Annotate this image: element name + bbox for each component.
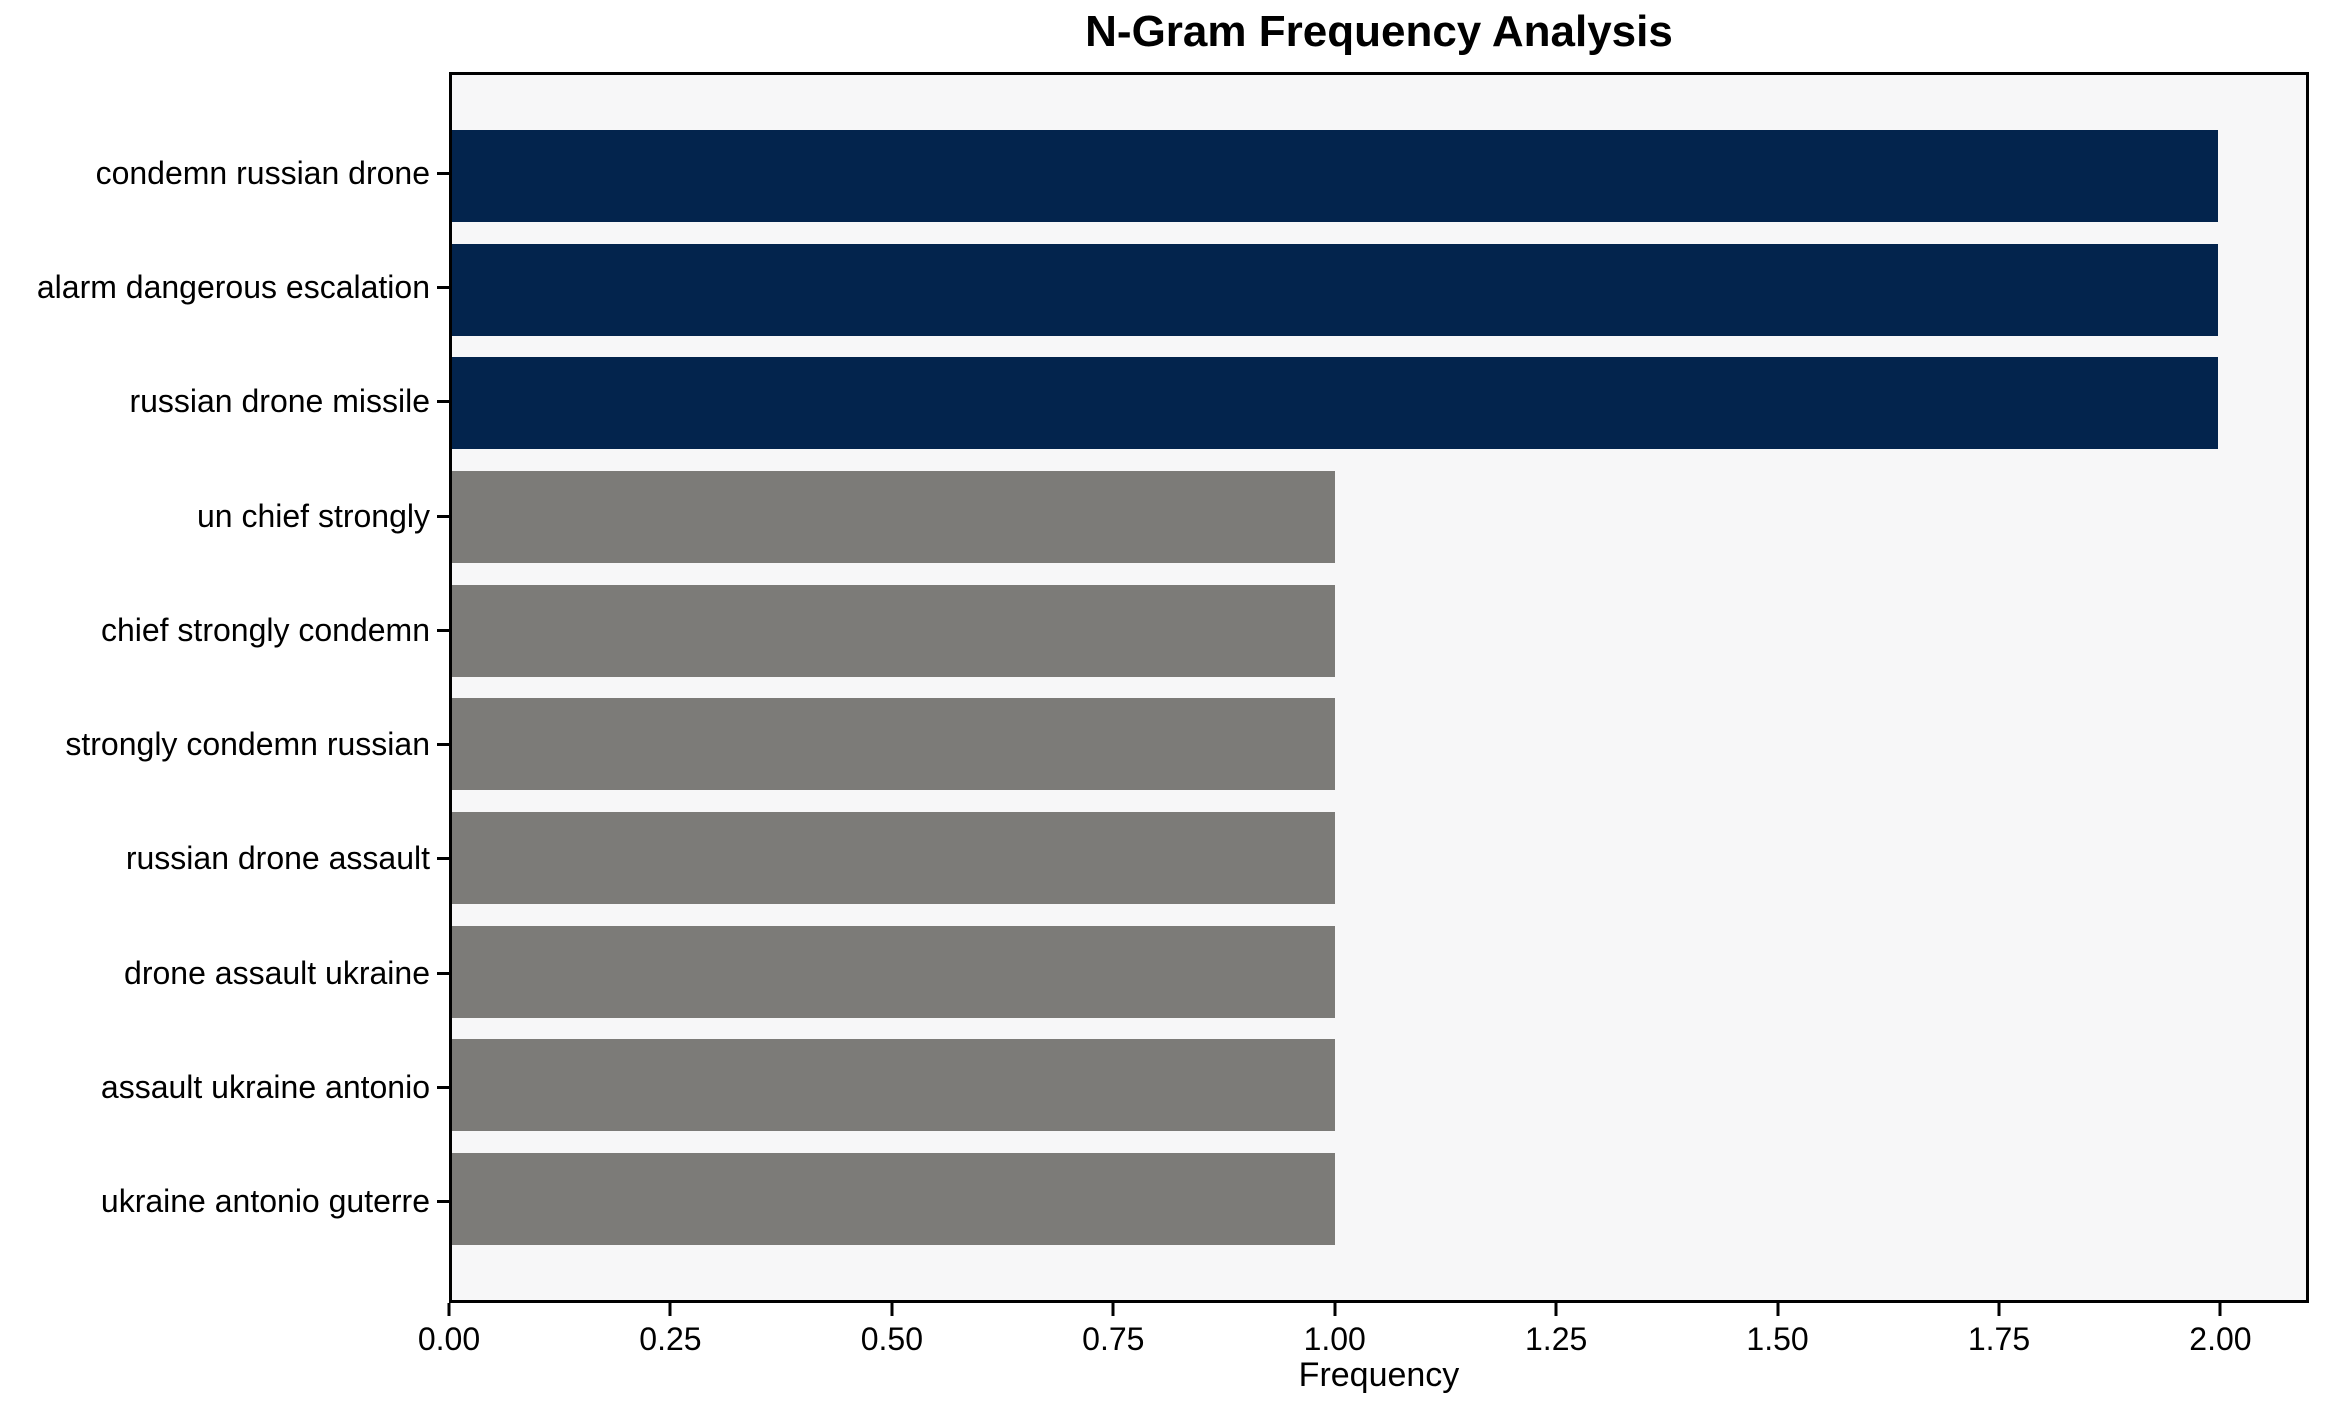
y-row: alarm dangerous escalation xyxy=(0,230,449,344)
x-tick-label: 1.50 xyxy=(1746,1321,1809,1357)
y-row: russian drone missile xyxy=(0,345,449,459)
y-tick-mark xyxy=(437,171,449,175)
bar-alarm-dangerous-escalation xyxy=(452,243,2218,336)
y-row: chief strongly condemn xyxy=(0,573,449,687)
y-row: drone assault ukraine xyxy=(0,916,449,1030)
bar-russian-drone-assault xyxy=(452,812,1335,905)
bar-row xyxy=(452,574,2306,688)
bar-ukraine-antonio-guterre xyxy=(452,1153,1335,1246)
x-tick-label: 0.50 xyxy=(860,1321,923,1357)
bar-row xyxy=(452,1142,2306,1256)
y-row: russian drone assault xyxy=(0,802,449,916)
y-row: un chief strongly xyxy=(0,459,449,573)
bar-condemn-russian-drone xyxy=(452,129,2218,222)
bar-un-chief-strongly xyxy=(452,470,1335,563)
y-tick-label: ukraine antonio guterre xyxy=(100,1183,430,1220)
y-row: condemn russian drone xyxy=(0,116,449,230)
x-tick-label: 0.75 xyxy=(1082,1321,1145,1357)
y-row: ukraine antonio guterre xyxy=(0,1145,449,1259)
x-axis: 0.00 0.25 0.50 0.75 1.00 1.25 1.50 1.75 2.00 xyxy=(418,1303,2309,1373)
y-tick-label: assault ukraine antonio xyxy=(100,1069,430,1106)
y-tick-mark xyxy=(437,1086,449,1090)
y-tick-label: russian drone assault xyxy=(125,840,430,877)
y-row: strongly condemn russian xyxy=(0,687,449,801)
x-tick-mark xyxy=(668,1303,672,1316)
x-tick-label: 1.00 xyxy=(1303,1321,1366,1357)
bar-row xyxy=(452,915,2306,1029)
bar-row xyxy=(452,1029,2306,1143)
x-tick-label: 1.75 xyxy=(1967,1321,2031,1357)
x-tick-mark xyxy=(1333,1303,1337,1316)
y-tick-label: condemn russian drone xyxy=(95,154,430,191)
x-tick-mark xyxy=(1554,1303,1558,1316)
plot-area xyxy=(449,72,2309,1303)
bar-row xyxy=(452,346,2306,460)
x-tick-label: 1.25 xyxy=(1525,1321,1588,1357)
bar-rows xyxy=(452,75,2306,1300)
bar-strongly-condemn-russian xyxy=(452,698,1335,791)
x-tick-mark xyxy=(447,1303,451,1316)
y-tick-label: drone assault ukraine xyxy=(124,954,430,991)
x-axis-label: Frequency xyxy=(1298,1356,1460,1394)
x-tick-mark xyxy=(1776,1303,1780,1316)
bar-row xyxy=(452,688,2306,802)
x-tick-label: 0.25 xyxy=(639,1321,702,1357)
x-tick-mark xyxy=(1111,1303,1115,1316)
y-tick-label: strongly condemn russian xyxy=(65,726,430,763)
x-tick-mark xyxy=(2218,1303,2222,1316)
y-tick-mark xyxy=(437,1200,449,1204)
y-tick-mark xyxy=(437,857,449,861)
x-tick-mark xyxy=(890,1303,894,1316)
x-tick-mark xyxy=(1997,1303,2001,1316)
bar-chief-strongly-condemn xyxy=(452,584,1335,677)
chart-title: N-Gram Frequency Analysis xyxy=(1085,7,1673,56)
bar-row xyxy=(452,460,2306,574)
y-tick-label: alarm dangerous escalation xyxy=(36,268,430,305)
y-tick-mark xyxy=(437,400,449,404)
y-tick-mark xyxy=(437,971,449,975)
y-tick-mark xyxy=(437,285,449,289)
bar-row xyxy=(452,233,2306,347)
x-tick-label: 2.00 xyxy=(2189,1321,2252,1357)
bar-assault-ukraine-antonio xyxy=(452,1039,1335,1132)
y-row: assault ukraine antonio xyxy=(0,1030,449,1144)
y-tick-label: chief strongly condemn xyxy=(100,611,430,648)
bar-russian-drone-missile xyxy=(452,357,2218,450)
bar-row xyxy=(452,801,2306,915)
bar-row xyxy=(452,119,2306,233)
y-tick-mark xyxy=(437,628,449,632)
x-tick-label: 0.00 xyxy=(417,1321,481,1357)
bar-drone-assault-ukraine xyxy=(452,925,1335,1018)
y-tick-label: un chief strongly xyxy=(196,497,430,534)
y-tick-mark xyxy=(437,514,449,518)
y-tick-mark xyxy=(437,743,449,747)
y-tick-label: russian drone missile xyxy=(129,383,430,420)
y-axis: condemn russian drone alarm dangerous esc… xyxy=(0,72,449,1303)
